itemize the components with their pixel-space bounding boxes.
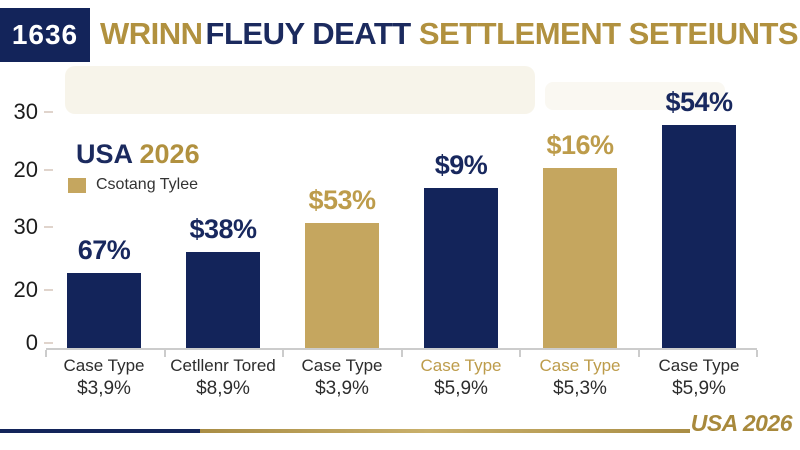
x-tick-mark bbox=[400, 350, 403, 357]
y-tick-mark bbox=[44, 169, 53, 171]
y-tick-label: 0 bbox=[25, 330, 38, 355]
category-sub-label: $8,9% bbox=[196, 377, 250, 399]
category-label: Case Type $5,3% bbox=[515, 356, 645, 399]
category-label: Cetllenr Tored $8,9% bbox=[158, 356, 288, 399]
y-tick-mark bbox=[44, 111, 53, 113]
y-tick-mark bbox=[44, 226, 53, 228]
y-tick-label: 30 bbox=[13, 214, 38, 239]
legend-label: Csotang Tylee bbox=[96, 176, 198, 193]
x-tick-mark bbox=[519, 350, 521, 357]
bar bbox=[305, 223, 379, 348]
category-sub-label: $3,9% bbox=[315, 377, 369, 399]
y-tick-label: 20 bbox=[13, 157, 38, 182]
category-name: Case Type bbox=[301, 356, 383, 375]
bar bbox=[424, 188, 498, 348]
header-badge: 1636 bbox=[0, 8, 90, 62]
category-name: Case Type bbox=[63, 356, 145, 375]
footer-stamp: USA 2026 bbox=[690, 410, 793, 436]
bar-value-label: 67% bbox=[77, 235, 131, 265]
category-sub-label: $3,9% bbox=[77, 377, 131, 399]
legend-title: USA 2026 bbox=[76, 139, 200, 170]
category-sub-label: $5,3% bbox=[553, 377, 607, 399]
category-name: Case Type bbox=[420, 356, 502, 375]
title-part-1: WRINN bbox=[100, 16, 203, 51]
title-part-2: FLEUY DEATT bbox=[205, 16, 412, 51]
y-tick-label: 20 bbox=[13, 277, 38, 302]
category-name: Case Type bbox=[539, 356, 621, 375]
x-tick-mark bbox=[163, 350, 166, 357]
category-label: Case Type $5,9% bbox=[396, 356, 526, 399]
ghost-watermark bbox=[65, 66, 535, 114]
y-tick-label: 30 bbox=[13, 99, 38, 124]
category-label: Case Type $5,9% bbox=[634, 356, 764, 399]
legend-title-year: 2026 bbox=[132, 139, 200, 169]
legend-entry: Csotang Tylee bbox=[68, 176, 198, 194]
category-name: Cetllenr Tored bbox=[170, 356, 276, 375]
bar-value-label: $16% bbox=[546, 130, 614, 160]
x-tick-mark bbox=[756, 350, 758, 357]
bar-value-label: $53% bbox=[308, 185, 376, 215]
x-tick-mark bbox=[45, 350, 47, 357]
x-axis-line bbox=[46, 348, 757, 350]
page-title: WRINNFLEUY DEATT SETTLEMENT SETEIUNTS bbox=[100, 16, 799, 52]
bar bbox=[662, 125, 736, 348]
ghost-watermark bbox=[545, 82, 725, 110]
bar-value-label: $54% bbox=[665, 87, 733, 117]
bar-value-label: $38% bbox=[189, 214, 257, 244]
category-label: Case Type $3,9% bbox=[277, 356, 407, 399]
bar bbox=[186, 252, 260, 348]
legend-swatch bbox=[68, 177, 86, 193]
category-sub-label: $5,9% bbox=[672, 377, 726, 399]
x-tick-mark bbox=[637, 350, 640, 357]
category-label: Case Type $3,9% bbox=[39, 356, 169, 399]
y-tick-mark bbox=[44, 289, 53, 291]
bar bbox=[543, 168, 617, 348]
footer-divider bbox=[0, 429, 690, 433]
category-sub-label: $5,9% bbox=[434, 377, 488, 399]
legend-title-usa: USA bbox=[76, 139, 133, 169]
x-tick-mark bbox=[282, 350, 284, 357]
title-part-3: SETTLEMENT SETEIUNTS bbox=[410, 16, 799, 51]
bar bbox=[67, 273, 141, 348]
y-tick-mark bbox=[44, 342, 53, 344]
bar-value-label: $9% bbox=[434, 150, 488, 180]
category-name: Case Type bbox=[658, 356, 740, 375]
